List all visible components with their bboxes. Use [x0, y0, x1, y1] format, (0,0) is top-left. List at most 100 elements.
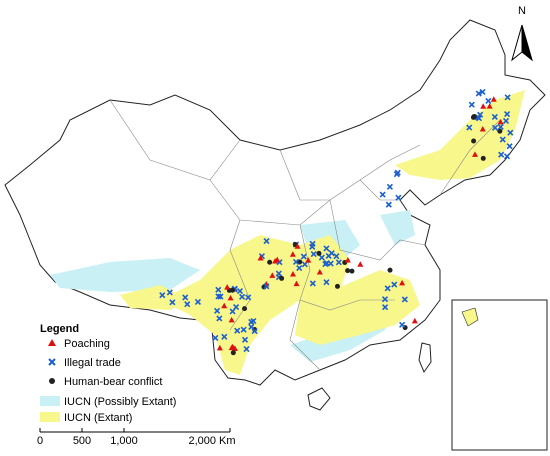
- occurrence-point: [224, 284, 231, 290]
- occurrence-point: [502, 117, 510, 124]
- occurrence-point: [323, 279, 330, 286]
- occurrence-point: [221, 333, 228, 340]
- north-arrow: N: [511, 5, 533, 62]
- occurrence-point: [184, 301, 191, 308]
- occurrence-point: [214, 307, 221, 314]
- occurrence-point: [504, 111, 511, 118]
- occurrence-point: [221, 302, 228, 309]
- occurrence-point: [394, 169, 401, 176]
- occurrence-point: [169, 299, 176, 306]
- occurrence-point: [391, 281, 398, 288]
- occurrence-point: [480, 155, 486, 161]
- occurrence-point: [182, 294, 189, 301]
- occurrence-point: [334, 283, 340, 289]
- occurrence-point: [468, 101, 475, 108]
- scale-label: 1,000: [110, 435, 138, 447]
- scale-label: 500: [73, 435, 91, 447]
- occurrence-point: [384, 285, 391, 292]
- occurrence-point: [242, 306, 248, 312]
- legend-label: IUCN (Extant): [64, 412, 132, 424]
- scale-bar: 0 500 1,000 2,000 Km: [37, 428, 236, 447]
- occurrence-point: [227, 294, 234, 301]
- occurrence-point: [257, 254, 264, 261]
- scale-label: 2,000 Km: [188, 435, 235, 447]
- occurrence-point: [486, 103, 493, 109]
- scale-label: 0: [37, 435, 43, 447]
- occurrence-point: [216, 315, 223, 322]
- occurrence-point: [480, 103, 487, 109]
- occurrence-point: [318, 254, 325, 261]
- occurrence-point: [279, 275, 285, 281]
- occurrence-point: [216, 344, 223, 351]
- occurrence-point: [215, 293, 222, 300]
- occurrence-point: [159, 292, 166, 299]
- occurrence-point: [274, 256, 281, 263]
- occurrence-point: [471, 113, 477, 119]
- occurrence-point: [215, 286, 222, 293]
- occurrence-point: [194, 298, 202, 305]
- island: [418, 342, 432, 374]
- north-label: N: [518, 5, 526, 17]
- occurrence-point: [230, 350, 236, 356]
- occurrence-point: [490, 96, 497, 102]
- inset-island: [461, 307, 479, 327]
- occurrence-point: [166, 289, 173, 296]
- legend-symbol: [49, 378, 55, 384]
- occurrence-point: [316, 269, 323, 275]
- occurrence-point: [506, 143, 513, 150]
- occurrence-point: [479, 125, 486, 132]
- occurrence-point: [301, 261, 308, 268]
- occurrence-point: [250, 317, 257, 325]
- occurrence-point: [386, 183, 393, 190]
- occurrence-point: [294, 243, 301, 249]
- occurrence-point: [475, 90, 482, 97]
- occurrence-point: [411, 317, 418, 324]
- occurrence-point: [230, 287, 236, 293]
- occurrence-point: [292, 258, 300, 266]
- occurrence-point: [263, 237, 270, 245]
- occurrence-point: [385, 201, 392, 208]
- occurrence-point: [236, 287, 244, 295]
- occurrence-point: [309, 280, 316, 287]
- occurrence-point: [491, 113, 498, 120]
- occurrence-point: [245, 294, 252, 301]
- occurrence-point: [239, 293, 246, 300]
- occurrence-point: [240, 326, 247, 333]
- legend-symbol: [48, 358, 56, 366]
- occurrence-point: [289, 251, 296, 257]
- occurrence-point: [269, 272, 276, 278]
- occurrence-point: [305, 257, 312, 263]
- occurrence-point: [344, 257, 351, 263]
- occurrence-point: [497, 123, 504, 130]
- occurrence-point: [387, 267, 393, 273]
- occurrence-point: [217, 293, 224, 300]
- occurrence-point: [335, 259, 342, 266]
- province-borders: [109, 99, 501, 371]
- occurrence-point: [241, 336, 249, 343]
- occurrence-point: [357, 261, 364, 267]
- legend-label: Illegal trade: [64, 357, 121, 369]
- legend-symbol: [40, 396, 60, 406]
- occurrence-point: [472, 151, 479, 157]
- occurrence-point: [382, 304, 389, 311]
- legend-symbol: [40, 412, 60, 422]
- occurrence-point: [293, 280, 300, 287]
- occurrence-point: [267, 259, 273, 265]
- occurrence-point: [234, 327, 241, 334]
- occurrence-point: [316, 250, 322, 256]
- occurrence-point: [395, 194, 402, 201]
- occurrence-point: [498, 151, 505, 158]
- occurrence-point: [345, 268, 351, 274]
- occurrence-point: [228, 344, 235, 351]
- occurrence-point: [243, 345, 250, 353]
- legend-label: Human-bear conflict: [64, 376, 162, 388]
- occurrence-point: [399, 279, 406, 286]
- occurrence-point: [233, 303, 240, 311]
- occurrence-point: [504, 94, 511, 101]
- occurrence-point: [263, 283, 270, 290]
- island: [307, 387, 331, 411]
- occurrence-point: [325, 252, 332, 259]
- legend-label: IUCN (Possibly Extant): [64, 396, 176, 408]
- legend-symbol: [48, 339, 56, 346]
